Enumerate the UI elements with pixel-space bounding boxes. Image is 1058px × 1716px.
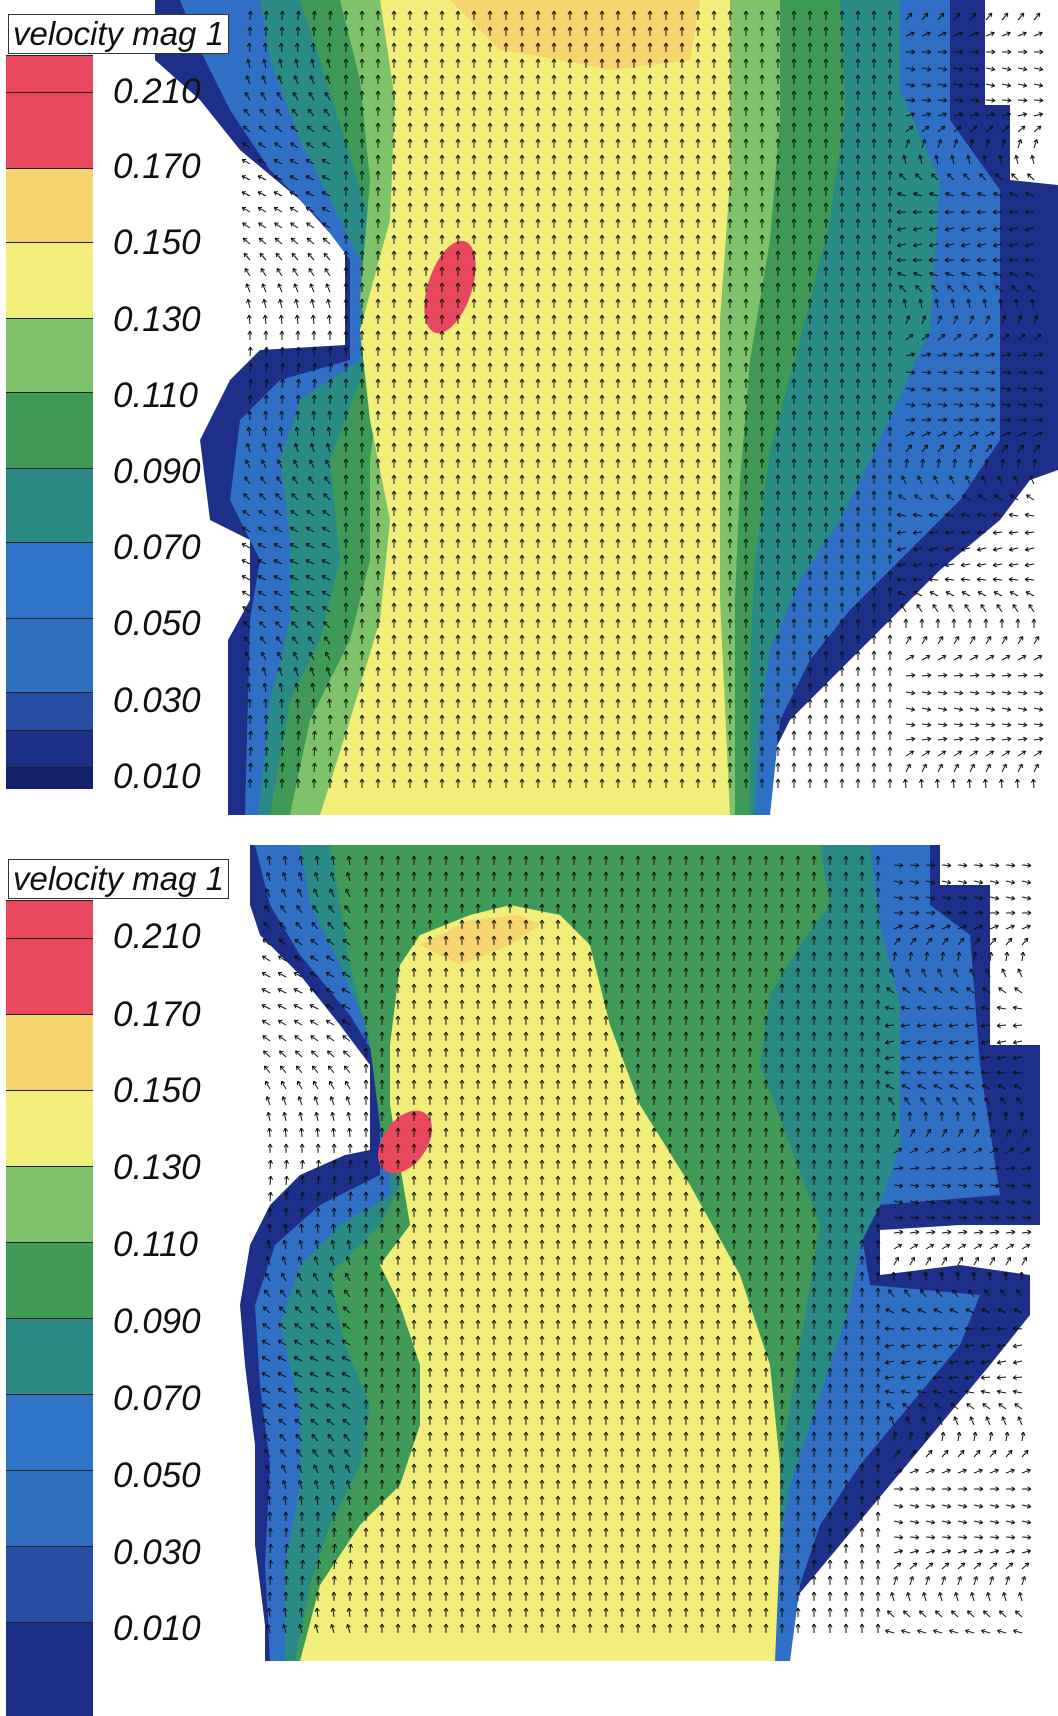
colorbar-tick-label: 0.130 (113, 300, 201, 340)
chart-panel-top: velocity mag 1 0.210 0.170 0.150 0.130 0… (0, 0, 1058, 815)
colorbar-tick-label: 0.030 (113, 681, 201, 721)
colorbar-band-5 (6, 392, 93, 468)
colorbar-band-9 (6, 692, 93, 730)
colorbar-band-2 (6, 168, 93, 242)
colorbar-tick-label: 0.090 (113, 452, 201, 492)
colorbar-tick-label: 0.050 (113, 604, 201, 644)
colorbar-band-0 (6, 55, 93, 92)
colorbar-tick-label: 0.150 (113, 223, 201, 263)
colorbar-band-10 (6, 730, 93, 767)
colorbar-band-4 (6, 318, 93, 392)
colorbar-tick-label: 0.070 (113, 528, 201, 568)
colorbar-tick-label: 0.110 (113, 376, 198, 416)
colorbar-tick-label: 0.170 (113, 147, 201, 187)
chart-title: velocity mag 1 (8, 14, 229, 54)
colorbar-band-6 (6, 468, 93, 542)
colorbar-tick-label: 0.210 (113, 72, 201, 112)
chart-panel-bottom: velocity mag 1 0.210 0.170 0.150 0.130 0… (0, 845, 1058, 1661)
colorbar-band-1 (6, 92, 93, 168)
colorbar-band-8 (6, 618, 93, 692)
colorbar-band-3 (6, 242, 93, 318)
colorbar-tick-label: 0.010 (113, 757, 201, 797)
colorbar-band-11 (6, 767, 93, 789)
colorbar-band-7 (6, 542, 93, 618)
